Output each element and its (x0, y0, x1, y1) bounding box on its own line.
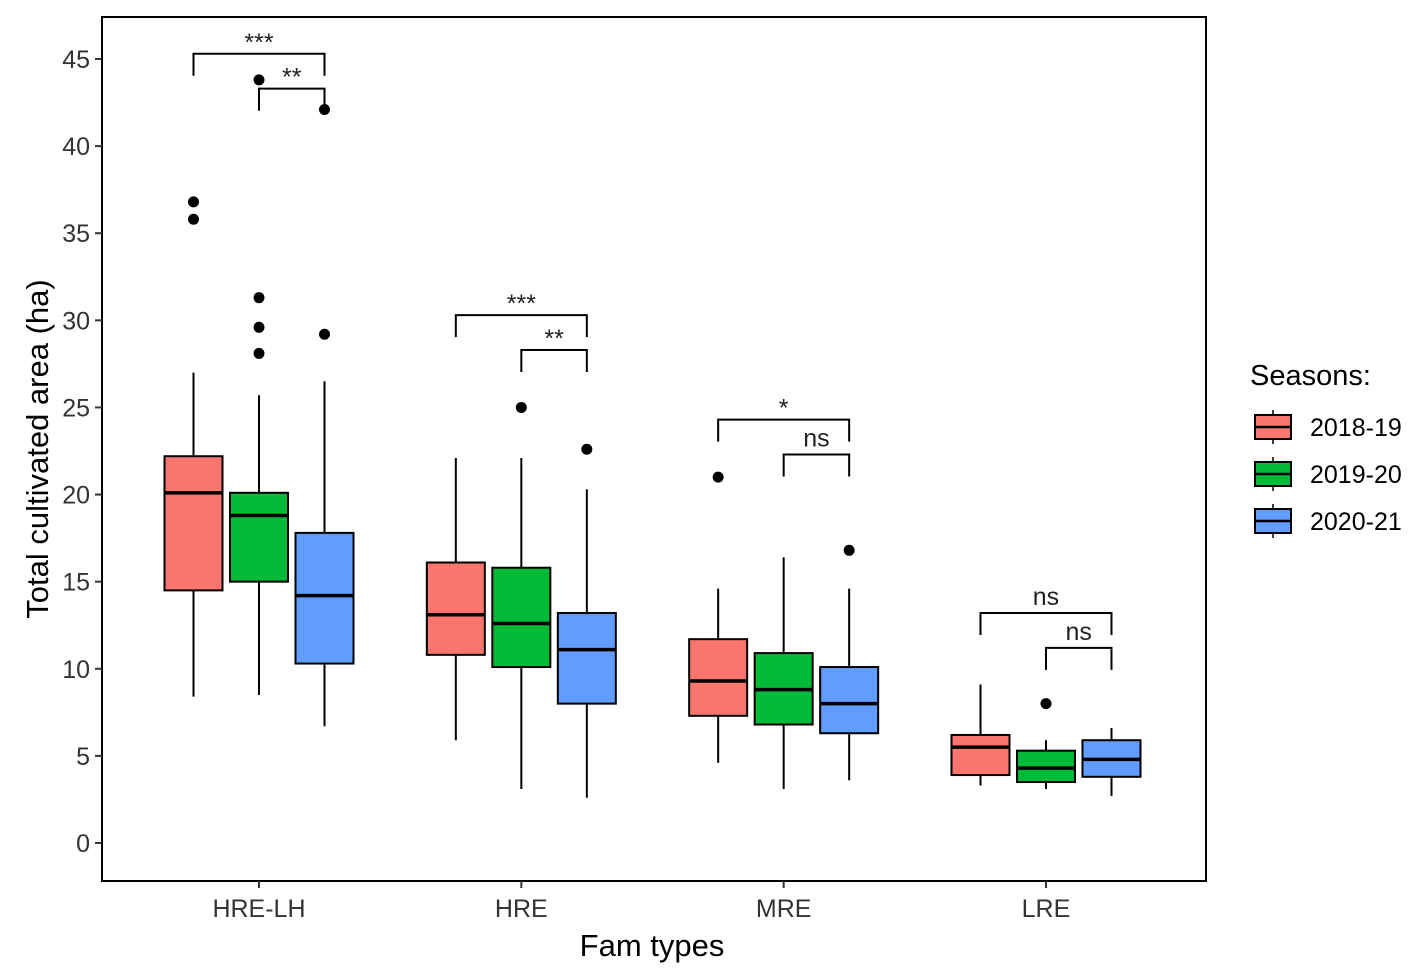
bracket-line (258, 87, 326, 111)
box-2020-21-MRE (819, 544, 880, 781)
y-tick-label: 40 (62, 133, 90, 161)
significance-label: ns (1033, 583, 1059, 611)
x-tick-label: HRE-LH (212, 895, 305, 923)
legend-item-2018-19: 2018-19 (1254, 410, 1402, 444)
boxes-layer (163, 74, 1142, 798)
iqr-box (819, 666, 880, 735)
y-tick-label: 45 (62, 46, 90, 74)
significance-bracket: *** (192, 29, 326, 76)
x-tick-label: LRE (1022, 895, 1071, 923)
significance-label: ns (1066, 618, 1092, 646)
y-tick-label: 10 (62, 656, 90, 684)
box-2019-20-HRE-LH (229, 74, 289, 695)
y-tick-label: 35 (62, 220, 90, 248)
x-axis-title: Fam types (580, 928, 725, 963)
legend-item-2019-20: 2019-20 (1254, 457, 1402, 491)
y-tick-label: 15 (62, 569, 90, 597)
outlier-point (253, 292, 265, 304)
significance-bracket: ns (1044, 618, 1113, 670)
legend-label: 2020-21 (1310, 508, 1402, 536)
significance-bracket: ns (782, 424, 851, 477)
x-tick-label: HRE (495, 895, 548, 923)
outlier-point (1040, 698, 1052, 710)
significance-bracket: ** (520, 325, 588, 372)
bracket-line (782, 453, 851, 477)
plot-panel (101, 16, 1207, 882)
y-axis: 0 5 10 15 20 25 30 35 40 45 (62, 46, 102, 858)
box-2020-21-HRE (556, 443, 617, 798)
iqr-box (556, 612, 617, 705)
significance-bracket: ns (979, 583, 1113, 636)
significance-bracket: *** (454, 290, 588, 338)
iqr-box (229, 491, 289, 583)
box-2019-20-LRE (1015, 698, 1076, 789)
iqr-box (425, 561, 486, 656)
y-axis-title: Total cultivated area (ha) (20, 279, 55, 618)
outlier-point (319, 328, 330, 340)
bracket-line (979, 612, 1113, 636)
box-2020-21-HRE-LH (294, 104, 355, 727)
box-2018-19-LRE (950, 684, 1011, 786)
outlier-point (843, 544, 855, 556)
bracket-line (717, 418, 851, 442)
legend-item-2020-21: 2020-21 (1254, 504, 1402, 538)
box-2020-21-LRE (1081, 728, 1142, 796)
outlier-point (581, 443, 593, 455)
legend: Seasons: 2018-19 2019-20 2020-21 (1250, 360, 1402, 538)
iqr-box (491, 566, 552, 669)
x-tick-label: MRE (756, 895, 812, 923)
bracket-line (1044, 646, 1113, 670)
x-axis: HRE-LH HRE MRE LRE (212, 881, 1070, 923)
significance-label: * (779, 395, 789, 423)
bracket-line (520, 348, 588, 372)
significance-label: *** (507, 290, 536, 318)
outlier-point (188, 196, 199, 208)
outlier-point (188, 213, 199, 225)
significance-label: *** (244, 29, 273, 57)
iqr-box (950, 733, 1011, 777)
iqr-box (688, 638, 749, 717)
bracket-line (192, 52, 326, 76)
outlier-point (253, 74, 265, 86)
legend-label: 2019-20 (1310, 461, 1402, 489)
outlier-point (712, 471, 724, 483)
outlier-point (253, 321, 265, 333)
legend-title: Seasons: (1250, 360, 1371, 392)
box-2019-20-HRE (491, 401, 552, 789)
significance-bracket: ** (258, 64, 326, 111)
outlier-point (253, 347, 265, 359)
significance-label: ** (282, 64, 302, 92)
box-2018-19-HRE-LH (163, 196, 224, 697)
y-tick-label: 20 (62, 482, 90, 510)
significance-label: ** (544, 325, 564, 353)
legend-label: 2018-19 (1310, 414, 1402, 442)
y-tick-label: 25 (62, 394, 90, 422)
y-tick-label: 5 (76, 743, 90, 771)
iqr-box (163, 455, 224, 592)
significance-label: ns (803, 424, 829, 452)
significance-bracket: * (717, 395, 851, 442)
y-tick-label: 30 (62, 307, 90, 335)
bracket-line (454, 314, 588, 338)
outlier-point (515, 401, 527, 413)
box-2018-19-MRE (688, 471, 749, 763)
iqr-box (294, 531, 355, 665)
box-2018-19-HRE (425, 457, 486, 741)
y-tick-label: 0 (76, 830, 90, 858)
box-2019-20-MRE (753, 557, 814, 789)
